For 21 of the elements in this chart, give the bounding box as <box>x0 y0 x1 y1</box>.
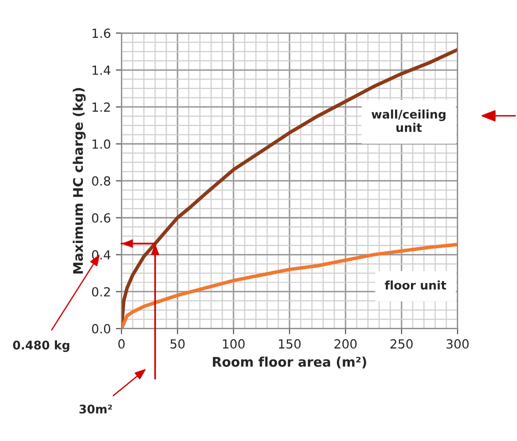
x-tick-label: 100 <box>222 339 245 349</box>
y-tick-label: 1.0 <box>92 139 110 149</box>
y-tick-label: 1.2 <box>92 102 110 112</box>
x-tick-label: 50 <box>170 339 185 349</box>
x-tick-label: 200 <box>334 339 357 349</box>
series-label: wall/ceiling unit <box>372 110 446 132</box>
text: 0.480 kg <box>13 340 70 352</box>
x-axis-title: Room floor area (m²) <box>212 356 366 368</box>
text: 30m² <box>79 404 112 414</box>
y-tick-label: 0.6 <box>92 213 110 223</box>
x-tick-label: 250 <box>390 339 413 349</box>
x-tick-label: 300 <box>446 339 469 349</box>
y-tick-label: 0.8 <box>92 176 110 186</box>
y-tick-label: 0.0 <box>92 324 110 334</box>
y-tick-label: 1.6 <box>92 28 110 38</box>
x-tick-label: 150 <box>278 339 301 349</box>
text: floor unit <box>384 280 446 290</box>
y-tick-label: 1.4 <box>92 66 110 75</box>
y-tick-label: 0.2 <box>92 287 110 297</box>
y-axis-title: Maximum HC charge (kg) <box>72 88 86 274</box>
x-tick-label: 0 <box>118 339 125 349</box>
